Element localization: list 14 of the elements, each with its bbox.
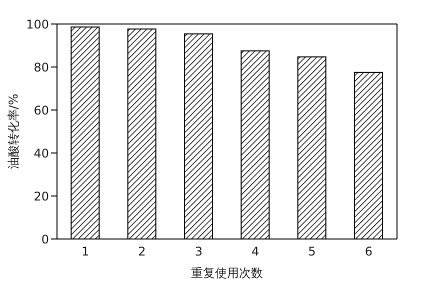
y-tick-label: 100	[26, 17, 49, 32]
y-axis-title: 油酸转化率/%	[6, 94, 20, 170]
x-tick-label: 4	[252, 244, 260, 259]
x-axis-title: 重复使用次数	[191, 266, 263, 280]
y-tick-label: 80	[34, 60, 49, 74]
x-tick-label: 6	[364, 244, 372, 259]
y-tick-label: 40	[34, 146, 49, 160]
x-tick-label: 1	[82, 244, 90, 259]
x-tick-label: 2	[138, 244, 146, 259]
y-tick-label: 20	[34, 189, 49, 204]
y-tick-label: 0	[41, 232, 49, 246]
x-tick-label: 5	[308, 244, 316, 259]
x-tick-label: 3	[194, 244, 202, 259]
y-tick-label: 60	[34, 103, 49, 118]
